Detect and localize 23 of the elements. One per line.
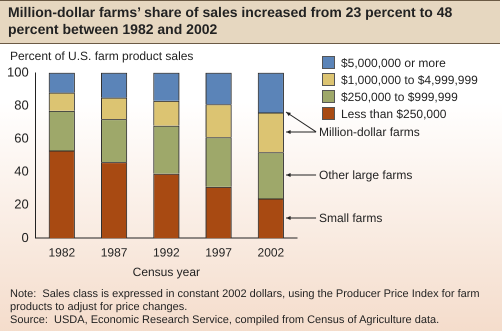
- text: Note: Sales class is expressed in constant 2002 dollars, using the Producer Price Index for farm products to adjust for price changes.: [10, 288, 481, 314]
- text: Million-dollar farms: [319, 124, 420, 140]
- legend-label: $1,000,000 to $4,999,999: [341, 72, 478, 86]
- source-note: Source: USDA, Economic Research Service, compiled from Census of Agriculture data.: [10, 314, 440, 327]
- y-axis-title: Percent of U.S. farm product sales: [10, 49, 194, 63]
- y-tick-label: 100: [6, 64, 29, 80]
- y-tick-label: 0: [21, 230, 29, 245]
- y-tick-label: 40: [14, 164, 29, 179]
- y-tick-label: 80: [14, 97, 29, 112]
- x-tick-label: 1992: [152, 246, 180, 260]
- x-tick-label: 1982: [48, 246, 76, 260]
- legend-label: $5,000,000 or more: [341, 56, 446, 70]
- legend-label: $250,000 to $999,999: [341, 90, 458, 104]
- text: Less than $250,000: [341, 106, 446, 120]
- x-tick-label: 1997: [205, 246, 232, 260]
- y-tick-label: 20: [14, 196, 29, 212]
- chart-title: Million-dollar farms’ share of sales increased from 23 percent to 48 percent between 1982 and 2002: [0, 0, 500, 44]
- x-tick-label: 2002: [258, 246, 285, 260]
- text: Other large farms: [319, 167, 412, 184]
- x-axis-title: Census year: [132, 265, 200, 280]
- x-tick-label: 1987: [100, 246, 128, 260]
- text: Small farms: [319, 210, 382, 226]
- y-tick-label: 60: [14, 130, 29, 146]
